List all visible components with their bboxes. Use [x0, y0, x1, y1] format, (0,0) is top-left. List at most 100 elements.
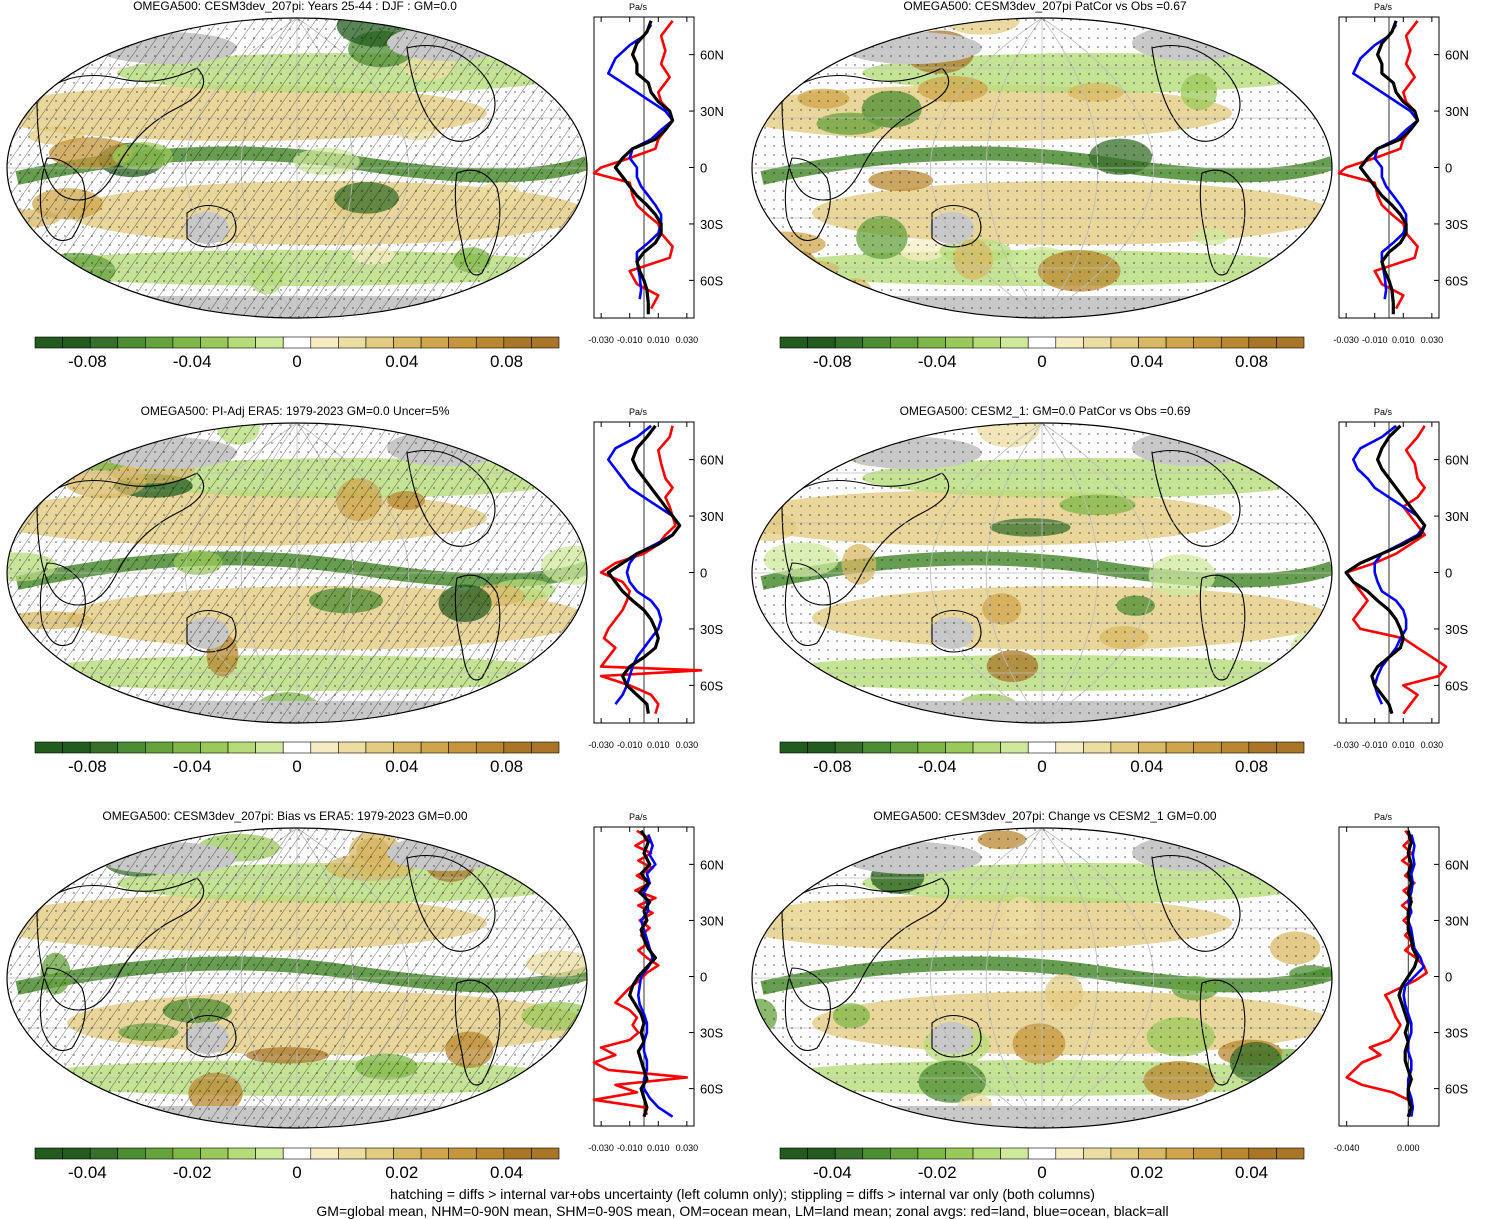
x-tick-label: 0.010 — [647, 740, 670, 750]
x-tick-label: 0.010 — [1392, 740, 1415, 750]
colorbar-cell — [807, 1147, 836, 1160]
colorbar-cell — [172, 1147, 201, 1160]
map-border — [6, 17, 588, 319]
colorbar-cell — [917, 741, 946, 754]
colorbar-cell — [972, 336, 1001, 349]
colorbar-cell — [117, 1147, 146, 1160]
colorbar-cell — [1193, 1147, 1222, 1160]
colorbar-tick-label: 0 — [292, 352, 301, 371]
x-tick-label: -0.030 — [588, 740, 614, 750]
x-tick-label: 0.030 — [676, 335, 699, 345]
zonal-mean-all-line — [606, 424, 682, 714]
colorbar-cell — [503, 741, 532, 754]
colorbar-tick-label: 0.04 — [1130, 757, 1163, 776]
x-tick-label: 0.010 — [647, 1143, 670, 1153]
colorbar-cell — [1165, 741, 1194, 754]
colorbar-cell — [145, 1147, 174, 1160]
x-tick-label: 0.030 — [1421, 740, 1444, 750]
profile-unit-label: Pa/s — [1374, 2, 1393, 12]
lat-tick-label: 60S — [1445, 678, 1468, 693]
lat-tick-label: 30S — [700, 1026, 723, 1041]
map-border — [751, 17, 1333, 319]
map-border — [6, 422, 588, 724]
x-tick-label: -0.010 — [1362, 335, 1388, 345]
colorbar-tick-label: 0 — [1037, 1163, 1046, 1182]
colorbar-tick-label: 0.04 — [490, 1163, 523, 1182]
zonal-profile: Pa/s 60N 30N 0 30S 60S -0.030 -0.010 0.010 0.030 — [1333, 407, 1468, 750]
x-tick-label: -0.010 — [617, 740, 643, 750]
colorbar-cell — [1193, 741, 1222, 754]
zonal-mean-all-line — [1344, 424, 1427, 715]
panel-1: OMEGA500: CESM3dev_207pi: Years 25-44 : … — [0, 0, 740, 400]
colorbar-cell — [1110, 336, 1139, 349]
colorbar-cell — [89, 741, 119, 754]
world-map — [7, 423, 587, 723]
colorbar-cell — [890, 336, 919, 349]
panel-graphic: -0.08 -0.04 0 0.04 0.08 Pa/s 60N 30N 0 30S 60S -0.0… — [6, 407, 724, 776]
x-tick-label: -0.030 — [588, 1143, 614, 1153]
colorbar-cell — [1276, 336, 1305, 349]
panel-graphic: -0.04 -0.02 0 0.02 0.04 Pa/s 60N 30N 0 30S 60S -0.0… — [6, 812, 724, 1182]
colorbar-cell — [227, 1147, 256, 1160]
colorbar-cell — [972, 741, 1001, 754]
panel-title: OMEGA500: CESM3dev_207pi: Bias vs ERA5: … — [102, 809, 468, 823]
colorbar-cell — [310, 336, 339, 349]
x-tick-label: -0.030 — [1333, 740, 1359, 750]
stippling-overlay — [752, 18, 1332, 318]
colorbar-cell — [503, 336, 532, 349]
x-tick-label: 0.030 — [676, 1143, 699, 1153]
colorbar: -0.04 -0.02 0 0.02 0.04 — [34, 1147, 560, 1182]
colorbar-cell — [1055, 741, 1084, 754]
colorbar-cell — [365, 1147, 394, 1160]
colorbar-cell — [1193, 336, 1222, 349]
zonal-mean-land-line — [1337, 20, 1419, 310]
colorbar-tick-label: -0.04 — [68, 1163, 107, 1182]
colorbar-tick-label: 0 — [1037, 352, 1046, 371]
panel-2: OMEGA500: CESM3dev_207pi PatCor vs Obs =… — [745, 0, 1485, 400]
colorbar-cell — [255, 741, 284, 754]
lat-tick-label: 30N — [700, 509, 724, 524]
lat-tick-label: 60S — [1445, 1082, 1468, 1097]
colorbar-cell — [310, 1147, 339, 1160]
colorbar-cell — [420, 741, 449, 754]
colorbar-cell — [834, 741, 864, 754]
colorbar-tick-label: -0.02 — [918, 1163, 957, 1182]
profile-unit-label: Pa/s — [629, 812, 648, 822]
world-map — [7, 828, 587, 1128]
colorbar-tick-label: 0.04 — [1130, 352, 1163, 371]
colorbar-cell — [807, 741, 836, 754]
world-map — [752, 423, 1332, 723]
x-tick-label: -0.030 — [588, 335, 614, 345]
lat-tick-label: 0 — [700, 161, 707, 176]
panel-title: OMEGA500: CESM3dev_207pi: Change vs CESM… — [873, 809, 1217, 823]
lat-tick-label: 30S — [700, 622, 723, 637]
colorbar-cell — [1138, 1147, 1167, 1160]
colorbar-cell — [531, 741, 560, 754]
zonal-profile: Pa/s 60N 30N 0 30S 60S -0.030 -0.010 0.010 0.030 — [1333, 2, 1468, 345]
profile-unit-label: Pa/s — [1374, 407, 1393, 417]
colorbar-cell — [282, 1147, 312, 1160]
lat-tick-label: 30N — [1445, 509, 1469, 524]
colorbar-cell — [1220, 741, 1250, 754]
lat-tick-label: 0 — [1445, 970, 1452, 985]
profile-unit-label: Pa/s — [629, 2, 648, 12]
profile-unit-label: Pa/s — [629, 407, 648, 417]
colorbar-cell — [310, 741, 339, 754]
colorbar-tick-label: -0.04 — [173, 352, 212, 371]
colorbar: -0.04 -0.02 0 0.02 0.04 — [779, 1147, 1305, 1182]
panel-title: OMEGA500: CESM3dev_207pi PatCor vs Obs =… — [903, 0, 1187, 13]
x-tick-label: 0.010 — [647, 335, 670, 345]
colorbar-cell — [531, 336, 560, 349]
colorbar-cell — [145, 336, 174, 349]
colorbar: -0.08 -0.04 0 0.04 0.08 — [34, 741, 560, 776]
panel-5: OMEGA500: CESM3dev_207pi: Bias vs ERA5: … — [0, 809, 740, 1185]
lat-tick-label: 60S — [1445, 273, 1468, 288]
x-tick-label: -0.010 — [1362, 740, 1388, 750]
colorbar-cell — [1027, 336, 1057, 349]
colorbar-cell — [365, 741, 394, 754]
colorbar-cell — [1165, 336, 1194, 349]
zonal-profile: Pa/s 60N 30N 0 30S 60S -0.030 -0.010 0.010 0.030 — [588, 812, 723, 1153]
colorbar-cell — [1000, 336, 1029, 349]
colorbar-cell — [172, 741, 201, 754]
stippling-overlay — [752, 423, 1332, 723]
